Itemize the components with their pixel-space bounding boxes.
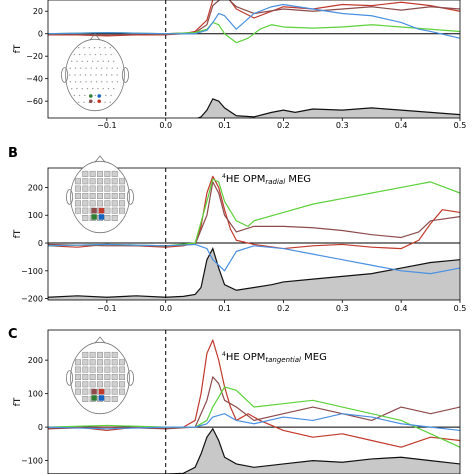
x-tick-label: 0.4 (395, 121, 408, 130)
sensor-layout-icon (61, 33, 129, 112)
y-tick-label: −100 (21, 267, 43, 276)
x-tick-label: 0.4 (395, 304, 408, 313)
x-tick-label: 0.2 (277, 304, 290, 313)
series-blue (48, 243, 460, 275)
panel-3: −100 0 100 200 fT C 4HE OPMtangential MEG (8, 327, 461, 474)
axes-frame (47, 329, 461, 474)
series-blue (48, 413, 460, 432)
axes-frame (47, 0, 461, 119)
y-tick-label: 0 (38, 30, 43, 39)
sensor-layout-icon (66, 336, 134, 415)
gfp-area (48, 98, 460, 118)
y-tick-label: −100 (21, 457, 43, 466)
y-tick-label: 200 (28, 183, 43, 192)
gfp-area (48, 428, 460, 474)
panel-label: B (8, 146, 18, 161)
series-green (48, 178, 460, 247)
y-tick-label: 20 (33, 7, 43, 16)
series-green (48, 21, 460, 44)
series-blue (48, 3, 460, 39)
y-tick-label: 0 (38, 239, 43, 248)
panel-1: −60 −40 −20 0 20 −0.1 0.0 0.1 0.2 0.3 0.4 0.5 fT (13, 0, 466, 130)
x-tick-label: 0.0 (159, 121, 172, 130)
x-tick-label: 0.1 (218, 304, 231, 313)
y-tick-label: −40 (26, 75, 43, 84)
x-tick-label: 0.5 (454, 121, 467, 130)
x-tick-label: −0.1 (97, 121, 116, 130)
panel-title: 4HE OPMtangential MEG (222, 351, 327, 364)
sensor-layout-icon (66, 155, 134, 234)
gfp-line (48, 247, 460, 298)
y-axis-label: fT (13, 44, 23, 53)
y-axis-label: fT (13, 229, 23, 238)
x-tick-label: 0.0 (159, 304, 172, 313)
axes-frame (47, 167, 461, 301)
y-tick-label: −60 (26, 97, 43, 106)
y-tick-label: −20 (26, 52, 43, 61)
x-tick-label: 0.5 (454, 304, 467, 313)
y-tick-label: 100 (28, 211, 43, 220)
x-tick-label: −0.1 (97, 304, 116, 313)
x-tick-label: 0.2 (277, 121, 290, 130)
panel-2: −200 −100 0 100 200 −0.1 0.0 0.1 0.2 0.3 0.4 0.5 fT B… (8, 146, 466, 313)
gfp-line (48, 427, 460, 474)
y-tick-label: 200 (28, 356, 43, 365)
x-tick-label: 0.3 (336, 121, 349, 130)
y-tick-label: −200 (21, 295, 43, 304)
x-tick-label: 0.1 (218, 121, 231, 130)
y-axis-label: fT (13, 397, 23, 406)
y-tick-label: 100 (28, 390, 43, 399)
x-tick-label: 0.3 (336, 304, 349, 313)
series-red (48, 0, 460, 37)
gfp-line (196, 98, 460, 118)
y-tick-label: 0 (38, 423, 43, 432)
panel-label: C (8, 327, 18, 342)
panel-title: 4HE OPMradial MEG (222, 173, 311, 186)
gfp-area (48, 248, 460, 300)
